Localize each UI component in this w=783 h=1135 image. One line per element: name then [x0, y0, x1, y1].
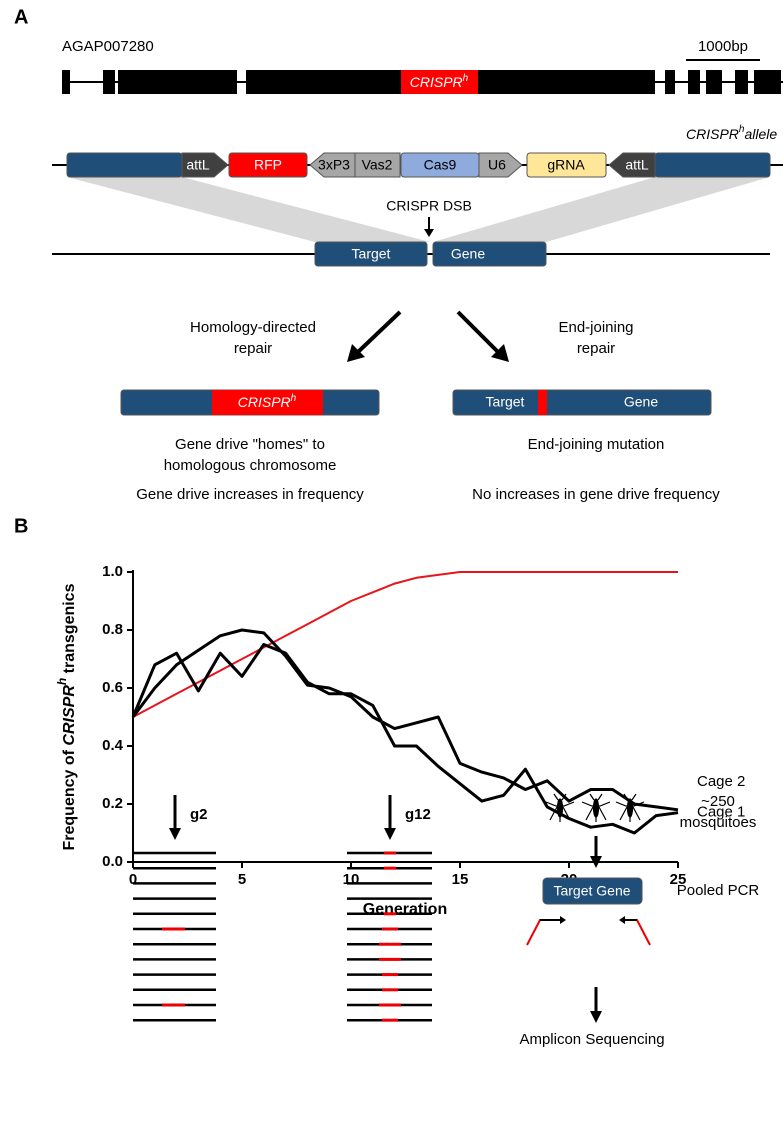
label-text: CRISPR [686, 126, 739, 142]
gene-model [62, 70, 783, 94]
element-label: attL [625, 157, 649, 173]
x-tick-label: 10 [343, 871, 360, 888]
label-text: CRISPR [238, 394, 291, 410]
series-label: Cage 2 [697, 773, 745, 790]
mosquito [615, 793, 645, 822]
pcr-label: Pooled PCR [677, 882, 760, 899]
sampling-g2 [169, 795, 181, 840]
series-label: Cage 1 [697, 804, 745, 821]
y-axis-title: Frequency of CRISPRh transgenics [54, 583, 78, 850]
product-label: CRISPRh [238, 393, 297, 410]
element-label: U6 [488, 157, 506, 173]
y-tick-label: 0.4 [102, 737, 124, 754]
panel-label: B [14, 515, 28, 537]
element-label: 3xP3 [318, 157, 350, 173]
ej-product [452, 389, 712, 416]
element-label: attL [186, 157, 210, 173]
target-locus [52, 241, 770, 267]
homology-arm-shade [433, 177, 770, 242]
exon-label: CRISPRh [410, 73, 469, 90]
element-label: Vas2 [362, 157, 393, 173]
element-label: RFP [254, 157, 282, 173]
label-text: Frequency of [61, 749, 78, 850]
label-sup: h [55, 678, 69, 685]
x-tick-label: 0 [129, 871, 137, 888]
outcome-note: Gene drive "homes" to [175, 436, 325, 453]
x-axis-title: Generation [363, 901, 447, 918]
target-label: Gene [451, 246, 485, 262]
dsb-label: CRISPR DSB [386, 198, 472, 214]
label-sup: h [739, 124, 745, 135]
primers [526, 916, 651, 946]
pcr-box [542, 877, 643, 905]
y-tick-label: 0.0 [102, 853, 123, 870]
label-text: CRISPR [410, 74, 463, 90]
mosquito-body [592, 798, 600, 818]
outcome-note: End-joining mutation [528, 436, 665, 453]
element-label: Cas9 [424, 157, 457, 173]
product-label: Target [486, 394, 525, 410]
series-line [131, 628, 679, 812]
mosquito-body [626, 798, 634, 818]
repair-arrows [347, 310, 509, 362]
generation-label: g2 [190, 806, 208, 823]
chromosome-lines [133, 851, 432, 1022]
flow-arrow [590, 987, 602, 1023]
mosquito [545, 793, 575, 822]
label-sup: h [291, 393, 297, 404]
pathway-label: Homology-directed [190, 319, 316, 336]
element-label: gRNA [547, 157, 585, 173]
x-tick-label: 5 [238, 871, 246, 888]
gene-id: AGAP007280 [62, 38, 154, 55]
seq-label: Amplicon Sequencing [519, 1031, 664, 1048]
series-line [132, 571, 678, 718]
series-line [131, 643, 679, 835]
construct [52, 152, 783, 178]
pathway-label: repair [234, 340, 272, 357]
outcome-note: Gene drive increases in frequency [136, 486, 364, 503]
y-tick-label: 0.8 [102, 621, 123, 638]
y-tick-label: 0.2 [102, 795, 123, 812]
y-tick-label: 0.6 [102, 679, 123, 696]
label-text: transgenics [61, 583, 78, 673]
sample-count: mosquitoes [680, 814, 757, 831]
flow-arrow [590, 836, 602, 868]
label-sup: h [463, 73, 469, 84]
y-tick-label: 1.0 [102, 563, 123, 580]
scale-label: 1000bp [698, 38, 748, 55]
outcome-note: No increases in gene drive frequency [472, 486, 720, 503]
panel-label: A [14, 6, 28, 28]
pathway-label: End-joining [558, 319, 633, 336]
sample-count: ~250 [701, 793, 735, 810]
pathway-label: repair [577, 340, 615, 357]
hdr-product [120, 389, 380, 416]
homology-arm-shade [67, 177, 430, 242]
label-suffix: allele [744, 126, 777, 142]
x-tick-label: 25 [670, 871, 687, 888]
mosquito-body [556, 798, 564, 818]
pcr-box-label: Target Gene [553, 883, 630, 899]
sampling-g12 [384, 795, 396, 840]
product-label: Gene [624, 394, 658, 410]
allele-label: CRISPRhallele [686, 124, 777, 142]
label-text: CRISPR [61, 685, 78, 746]
dsb-arrow [424, 217, 434, 237]
target-label: Target [352, 246, 391, 262]
mosquito [581, 793, 611, 822]
generation-label: g12 [405, 806, 431, 823]
outcome-note: homologous chromosome [164, 457, 337, 474]
x-tick-label: 15 [452, 871, 469, 888]
mosquito-icons [545, 793, 645, 822]
